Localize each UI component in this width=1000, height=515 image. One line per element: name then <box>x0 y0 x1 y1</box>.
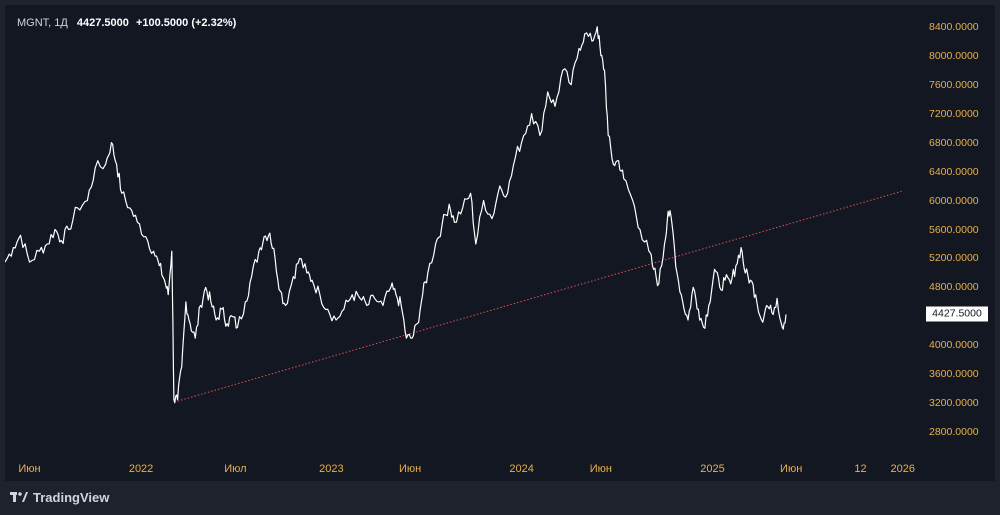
change-value: +100.5000 (+2.32%) <box>135 17 237 29</box>
time-tick-label: 2023 <box>319 463 344 475</box>
time-tick-label: 2025 <box>700 463 725 475</box>
time-tick-label: Июн <box>780 463 803 475</box>
time-tick-label: Июн <box>398 463 422 475</box>
symbol-interval-label[interactable]: MGNT, 1Д <box>17 17 68 29</box>
chart-plot-area[interactable]: MGNT, 1Д 4427.5000 +100.5000 (+2.32%) <box>5 5 921 454</box>
price-tick-label: 7600.0000 <box>929 78 979 91</box>
time-tick-label: 12 <box>854 463 867 475</box>
trendline[interactable] <box>177 190 903 402</box>
price-tick-label: 8000.0000 <box>929 49 979 62</box>
price-axis[interactable]: 8400.0000 8000.0000 7600.0000 7200.0000 6800… <box>921 5 995 454</box>
tradingview-logo-icon <box>10 492 28 502</box>
price-tick-label: 5200.0000 <box>929 252 979 265</box>
price-tick-label: 6400.0000 <box>929 165 979 178</box>
price-tick-label: 4800.0000 <box>929 281 979 294</box>
brand-logo[interactable]: TradingView <box>10 490 109 505</box>
last-price-label: 4427.5000 <box>926 306 988 322</box>
time-axis[interactable]: Июн 2022 Июл 2023 Июн 2024 Июн 2025 Июн 12 2026 <box>5 454 921 481</box>
time-tick-label: Июл <box>224 463 247 475</box>
price-tick-label: 8400.0000 <box>929 20 979 33</box>
brand-name: TradingView <box>33 490 110 505</box>
price-chart[interactable] <box>5 5 921 454</box>
price-tick-label: 3200.0000 <box>929 397 979 410</box>
price-series-line[interactable] <box>5 26 787 404</box>
time-tick-label: Июн <box>18 463 41 475</box>
price-tick-label: 7200.0000 <box>929 107 979 120</box>
symbol-legend[interactable]: MGNT, 1Д 4427.5000 +100.5000 (+2.32%) <box>17 17 236 29</box>
price-tick-label: 4000.0000 <box>929 339 979 352</box>
price-tick-label: 5600.0000 <box>929 223 979 236</box>
price-tick-label: 6800.0000 <box>929 136 979 149</box>
last-value: 4427.5000 <box>76 17 129 29</box>
price-tick-label: 3600.0000 <box>929 368 979 381</box>
time-tick-label: 2024 <box>509 463 534 475</box>
axis-corner <box>921 454 995 481</box>
time-tick-label: 2026 <box>890 463 915 475</box>
time-tick-label: 2022 <box>128 463 154 475</box>
time-tick-label: Июн <box>589 463 613 475</box>
price-tick-label: 2800.0000 <box>929 426 979 439</box>
price-tick-label: 6000.0000 <box>929 194 979 207</box>
